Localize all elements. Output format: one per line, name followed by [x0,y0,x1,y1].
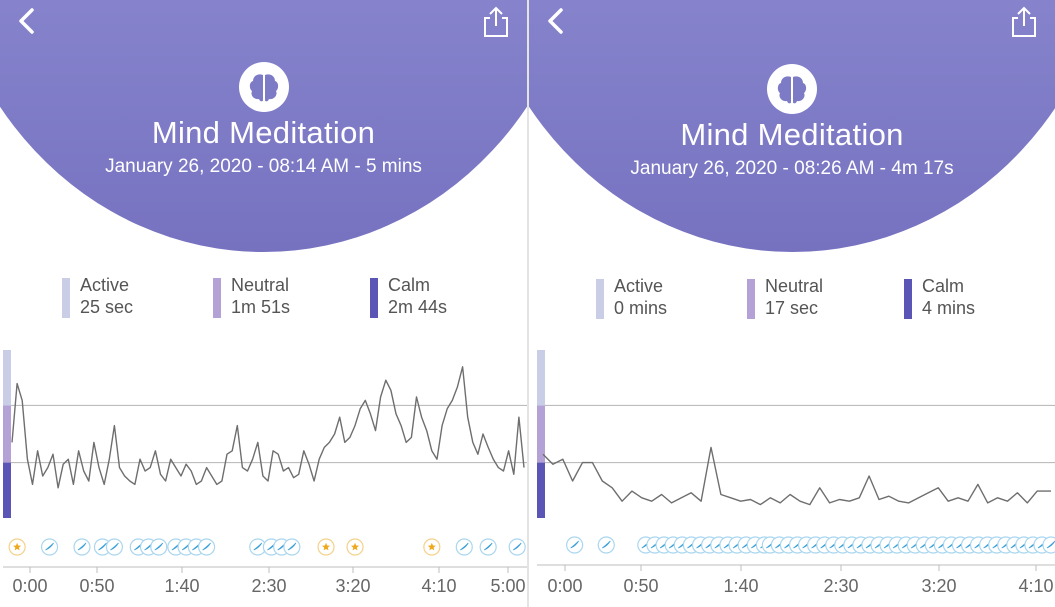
zone-band-neutral [537,405,545,463]
legend-swatch-neutral [213,278,221,318]
star-marker-icon [8,538,26,556]
bird-marker-icon [249,538,267,556]
brain-icon [238,62,289,112]
x-tick-label: 0:50 [623,576,659,596]
session-title: Mind Meditation [680,117,904,152]
legend-label: Active [614,276,664,296]
legend-value: 1m 51s [231,297,291,317]
legend-active: Active 25 sec [62,274,133,320]
legend-label: Calm [922,276,965,296]
session-subtitle: January 26, 2020 - 08:14 AM - 5 mins [105,156,422,177]
x-tick-label: 1:40 [723,576,759,596]
chevron-left-icon[interactable] [12,6,42,36]
legend-active: Active 0 mins [596,275,667,321]
x-tick-label: 3:20 [335,576,371,596]
share-icon[interactable] [1009,6,1039,38]
bird-marker-icon [73,538,91,556]
legend-neutral: Neutral 17 sec [747,275,823,321]
zone-band-active [537,350,545,406]
session-title: Mind Meditation [151,115,376,150]
x-tick-label: 1:40 [164,576,200,596]
legend-value: 17 sec [765,298,819,318]
legend-label: Calm [388,275,431,295]
legend-label: Neutral [765,276,824,296]
x-tick-label: 2:30 [823,576,859,596]
activity-series-line [542,446,1051,506]
share-icon[interactable] [481,6,511,38]
zone-band-calm [3,462,11,518]
x-tick-label: 0:00 [547,576,583,596]
legend-label: Active [80,275,130,295]
x-tick-label: 2:30 [251,576,287,596]
bird-marker-icon [1042,536,1055,554]
session-subtitle: January 26, 2020 - 08:26 AM - 4m 17s [630,158,954,179]
brain-activity-chart [537,350,1055,571]
bird-marker-icon [105,538,124,556]
x-tick-label: 3:20 [921,576,957,596]
bird-marker-icon [283,538,301,556]
session-panel-2: Mind Meditation January 26, 2020 - 08:26… [529,0,1055,607]
zone-band-active [3,350,11,406]
brain-icon [767,64,817,114]
zone-band-neutral [3,405,11,463]
x-tick-label: 0:00 [12,576,48,596]
bird-marker-icon [597,536,615,554]
legend-swatch-neutral [747,279,755,319]
legend-swatch-active [62,278,70,318]
session-panel-1: Mind Meditation January 26, 2020 - 08:14… [0,0,527,607]
x-tick-label: 4:10 [421,576,457,596]
bird-marker-icon [479,538,497,556]
legend-value: 25 sec [80,297,134,317]
star-marker-icon [346,538,364,556]
x-tick-label: 4:10 [1018,576,1054,596]
star-marker-icon [317,538,335,556]
legend-swatch-calm [370,278,378,318]
legend-swatch-calm [904,279,912,319]
bird-marker-icon [566,536,584,554]
legend-swatch-active [596,279,604,319]
legend-calm: Calm 2m 44s [370,274,447,320]
legend-value: 2m 44s [388,297,448,317]
star-marker-icon [423,538,441,556]
legend-value: 4 mins [922,298,976,318]
bird-marker-icon [508,538,526,556]
zone-band-calm [537,462,545,518]
bird-marker-icon [455,538,473,556]
legend-calm: Calm 4 mins [904,275,975,321]
x-tick-label: 5:00 [490,576,526,596]
legend-label: Neutral [231,275,290,295]
legend-value: 0 mins [614,298,668,318]
bird-marker-icon [40,538,59,556]
chevron-left-icon[interactable] [541,6,571,36]
bird-marker-icon [150,538,168,556]
x-tick-label: 0:50 [79,576,115,596]
brain-activity-chart [3,350,527,573]
bird-marker-icon [197,538,216,556]
activity-series-line [11,366,525,489]
legend-neutral: Neutral 1m 51s [213,274,290,320]
